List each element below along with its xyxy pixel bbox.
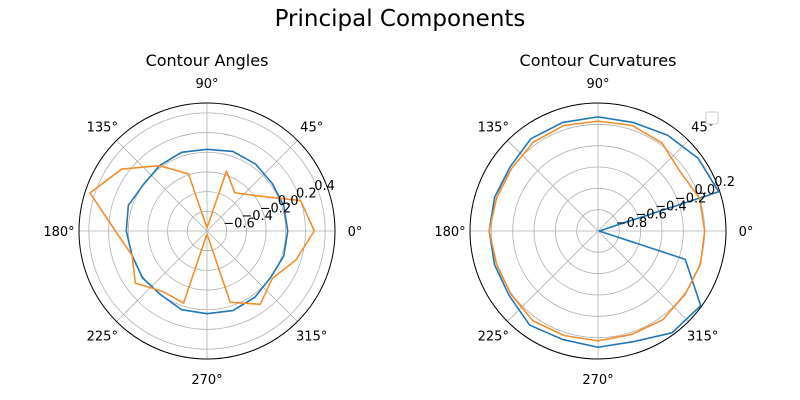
theta-tick-label: 0° xyxy=(739,225,754,240)
theta-tick-label: 270° xyxy=(582,373,613,388)
theta-tick-label: 225° xyxy=(478,330,509,345)
theta-tick-label: 90° xyxy=(195,77,218,92)
r-tick-label: −0.6 xyxy=(635,208,667,223)
panel-title: Contour Curvatures xyxy=(520,51,677,70)
series-line-1 xyxy=(488,116,720,349)
theta-tick-label: 180° xyxy=(434,225,465,240)
polar-panel-contour-curvatures: Contour Curvatures 0°45°90°135°180°225°2… xyxy=(434,51,753,388)
angular-gridline xyxy=(206,140,298,232)
theta-tick-label: 270° xyxy=(191,373,222,388)
theta-tick-label: 135° xyxy=(478,120,509,135)
angular-gridline xyxy=(597,230,689,322)
theta-tick-label: 315° xyxy=(296,330,327,345)
legend-box xyxy=(705,111,719,125)
theta-tick-label: 0° xyxy=(348,225,363,240)
theta-tick-label: 180° xyxy=(43,225,74,240)
panel-title: Contour Angles xyxy=(146,51,269,70)
r-tick-label: −0.2 xyxy=(675,191,707,206)
r-tick-label: 0.2 xyxy=(296,186,317,201)
polar-panel-contour-angles: Contour Angles 0° 45° 90° 135° 180° 225° 270° 3… xyxy=(43,51,362,388)
r-tick-label: −0.2 xyxy=(260,201,292,216)
angular-gridline xyxy=(597,140,689,232)
r-tick-label: 0.2 xyxy=(714,175,735,190)
r-tick-label: 0.0 xyxy=(695,183,716,198)
r-tick-label: −0.6 xyxy=(223,217,255,232)
angular-gridline xyxy=(507,230,599,322)
theta-tick-label: 135° xyxy=(87,120,118,135)
angular-gridline xyxy=(116,140,208,232)
series-line-2 xyxy=(488,120,706,342)
r-tick-label: 0.4 xyxy=(314,179,335,194)
r-tick-label: −0.8 xyxy=(616,216,648,231)
r-tick-label: −0.4 xyxy=(241,209,273,224)
theta-tick-label: 90° xyxy=(586,77,609,92)
theta-tick-label: 45° xyxy=(300,120,323,135)
polar-spine xyxy=(78,102,336,360)
angular-gridline xyxy=(206,230,298,322)
r-tick-label: −0.4 xyxy=(655,200,687,215)
angular-gridline xyxy=(116,230,208,322)
angular-gridline xyxy=(507,140,599,232)
r-tick-label: 0.0 xyxy=(278,194,299,209)
figure-title: Principal Components xyxy=(275,6,526,32)
theta-tick-label: 225° xyxy=(87,330,118,345)
theta-tick-label: 315° xyxy=(687,330,718,345)
series-line-1 xyxy=(125,148,289,315)
series-line-2 xyxy=(89,164,316,306)
polar-spine xyxy=(469,102,727,360)
